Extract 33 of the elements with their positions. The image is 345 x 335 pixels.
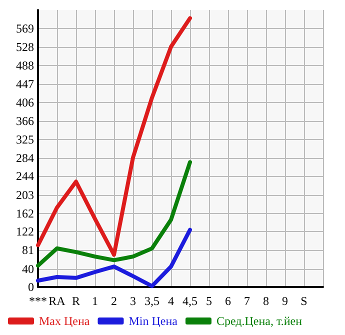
x-tick-label: RA xyxy=(48,294,66,308)
line-series xyxy=(36,160,192,268)
line-series xyxy=(36,16,192,257)
y-tick-label: 569 xyxy=(16,22,34,36)
y-tick-label: 0 xyxy=(28,280,34,294)
x-tick-label: 2 xyxy=(111,294,117,308)
y-tick-label: 366 xyxy=(16,114,34,128)
y-tick-label: 325 xyxy=(16,132,34,146)
x-tick-label: 6 xyxy=(225,294,231,308)
y-tick-label: 81 xyxy=(22,243,34,258)
y-tick-label: 122 xyxy=(16,224,34,239)
x-tick-label: 7 xyxy=(244,294,250,308)
x-tick-label: 4,5 xyxy=(182,294,198,308)
y-tick-label: 203 xyxy=(16,188,34,202)
line-series xyxy=(36,228,192,288)
y-tick-label: 447 xyxy=(16,77,34,92)
y-tick-label: 284 xyxy=(16,151,34,166)
y-tick-label: 244 xyxy=(16,169,34,184)
x-tick-label: 1 xyxy=(92,294,98,308)
x-tick-label: *** xyxy=(29,294,47,308)
x-tick-label: 3 xyxy=(130,294,136,308)
x-tick-label: 9 xyxy=(282,294,288,308)
y-tick-label: 528 xyxy=(16,40,34,54)
x-tick-label: 3,5 xyxy=(144,294,160,308)
y-tick-label: 488 xyxy=(16,58,34,72)
x-tick-label: 8 xyxy=(263,294,269,308)
y-tick-label: 40 xyxy=(22,262,34,276)
x-tick-label: 5 xyxy=(206,294,212,308)
x-tick-label: R xyxy=(72,294,80,308)
x-tick-label: 4 xyxy=(168,294,174,308)
y-tick-label: 406 xyxy=(16,96,34,110)
y-tick-label: 162 xyxy=(16,206,34,220)
x-tick-label: S xyxy=(300,294,308,308)
